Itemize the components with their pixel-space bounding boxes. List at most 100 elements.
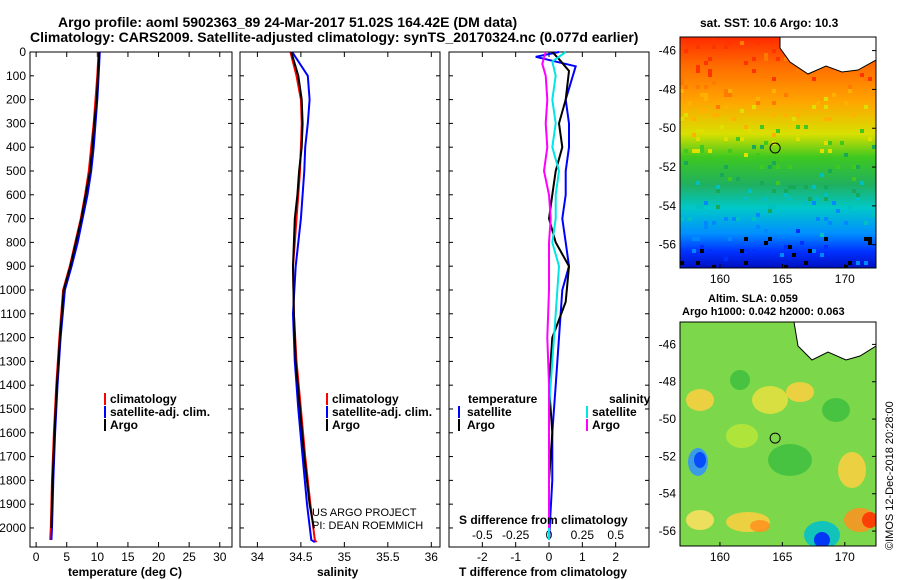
sst-cell bbox=[712, 113, 716, 117]
sst-cell bbox=[872, 213, 876, 217]
sst-cell bbox=[860, 181, 864, 185]
sst-cell bbox=[744, 197, 748, 201]
sst-cell bbox=[784, 93, 788, 97]
sst-cell bbox=[820, 233, 824, 237]
sst-land bbox=[779, 37, 876, 75]
map-y-tick-label: -46 bbox=[659, 337, 677, 351]
x-tick-label: 0 bbox=[33, 550, 40, 564]
sst-cell bbox=[824, 217, 828, 221]
legend-title-temperature: temperature bbox=[468, 392, 538, 406]
sst-cell bbox=[804, 125, 808, 129]
sst-cell bbox=[684, 49, 688, 53]
sst-cell bbox=[768, 205, 772, 209]
sst-cell bbox=[724, 157, 728, 161]
sst-cell bbox=[680, 77, 684, 81]
sla-anomaly bbox=[752, 386, 788, 414]
s-difference-label: S difference from climatology bbox=[459, 513, 628, 527]
sst-cell bbox=[760, 145, 764, 149]
sst-cell bbox=[864, 105, 868, 109]
depth-tick-label: 2000 bbox=[0, 521, 26, 535]
sst-map-frame bbox=[679, 36, 877, 269]
sst-cell bbox=[740, 109, 744, 113]
map-x-tick-label: 165 bbox=[772, 272, 792, 286]
sst-cell bbox=[812, 105, 816, 109]
sst-cell bbox=[696, 85, 700, 89]
sla-anomaly bbox=[686, 389, 714, 411]
sst-cell bbox=[808, 249, 812, 253]
depth-tick-label: 300 bbox=[6, 116, 26, 130]
sla-map-title-2: Argo h1000: 0.042 h2000: 0.063 bbox=[682, 306, 845, 318]
legend-label-satellite: satellite-adj. clim. bbox=[332, 405, 432, 419]
sst-cell bbox=[728, 89, 732, 93]
sst-cell bbox=[680, 89, 684, 93]
sst-cell bbox=[856, 165, 860, 169]
sst-cell bbox=[824, 105, 828, 109]
sst-cell bbox=[772, 49, 776, 53]
sst-cell bbox=[696, 137, 700, 141]
sst-cell bbox=[708, 73, 712, 77]
sst-cell bbox=[696, 157, 700, 161]
map-x-tick-label: 160 bbox=[710, 550, 730, 564]
depth-tick-label: 200 bbox=[6, 93, 26, 107]
sst-cell bbox=[788, 197, 792, 201]
imos-timestamp: ©IMOS 12-Dec-2018 20:28:00 bbox=[884, 401, 896, 550]
sst-cell bbox=[704, 201, 708, 205]
sst-cell bbox=[712, 81, 716, 85]
sst-cell bbox=[840, 141, 844, 145]
sst-cell bbox=[800, 241, 804, 245]
sst-cell bbox=[824, 237, 828, 241]
chart-title-line-1: Argo profile: aoml 5902363_89 24-Mar-201… bbox=[58, 14, 518, 30]
sst-cell bbox=[772, 205, 776, 209]
x-tick-label: 35.5 bbox=[376, 550, 400, 564]
sst-cell bbox=[696, 45, 700, 49]
sst-cell bbox=[772, 113, 776, 117]
x-tick-label: 0 bbox=[546, 550, 553, 564]
legend-label-climatology: climatology bbox=[332, 392, 399, 406]
sst-cell bbox=[740, 249, 744, 253]
sst-cell bbox=[820, 173, 824, 177]
depth-tick-label: 500 bbox=[6, 164, 26, 178]
sst-cell bbox=[748, 157, 752, 161]
sst-cell bbox=[756, 213, 760, 217]
map-x-tick-label: 170 bbox=[835, 550, 855, 564]
sst-cell bbox=[868, 237, 872, 241]
sst-cell bbox=[772, 89, 776, 93]
sst-cell bbox=[700, 205, 704, 209]
salinity-series bbox=[289, 51, 318, 544]
top-tick-label: 0.5 bbox=[607, 528, 624, 542]
sst-cell bbox=[716, 205, 720, 209]
sst-cell bbox=[784, 193, 788, 197]
sst-cell bbox=[696, 149, 700, 153]
sst-cell bbox=[844, 221, 848, 225]
sst-cell bbox=[812, 249, 816, 253]
sst-cell bbox=[696, 181, 700, 185]
sst-cell bbox=[780, 253, 784, 257]
temperature-legend: climatology satellite-adj. clim. Argo bbox=[104, 392, 210, 432]
sst-field bbox=[680, 37, 876, 268]
sst-cell bbox=[776, 181, 780, 185]
depth-tick-label: 600 bbox=[6, 188, 26, 202]
sst-cell bbox=[848, 261, 852, 265]
chart-title-line-2: Climatology: CARS2009. Satellite-adjuste… bbox=[30, 29, 639, 45]
sst-cell bbox=[844, 265, 848, 268]
sst-cell bbox=[716, 113, 720, 117]
difference-panel: -2 -1 0 1 2 -0.5 -0.25 0 0.25 0.5 T difference f… bbox=[448, 51, 651, 579]
map-y-tick-label: -50 bbox=[659, 412, 677, 426]
sst-cell bbox=[796, 137, 800, 141]
sst-cell bbox=[720, 125, 724, 129]
x-tick-label: 20 bbox=[152, 550, 166, 564]
sst-cell bbox=[812, 77, 816, 81]
x-tick-label: 25 bbox=[182, 550, 196, 564]
sst-cell bbox=[764, 241, 768, 245]
map-y-tick-label: -52 bbox=[659, 449, 677, 463]
sst-cell bbox=[816, 197, 820, 201]
legend-swatch-argo bbox=[326, 419, 328, 431]
sst-cell bbox=[684, 113, 688, 117]
sst-cell bbox=[856, 157, 860, 161]
sst-cell bbox=[760, 125, 764, 129]
difference-depth-ticks bbox=[449, 51, 649, 529]
depth-tick-label: 700 bbox=[6, 212, 26, 226]
sst-cell bbox=[784, 113, 788, 117]
depth-tick-label: 800 bbox=[6, 235, 26, 249]
sst-cell bbox=[700, 145, 704, 149]
